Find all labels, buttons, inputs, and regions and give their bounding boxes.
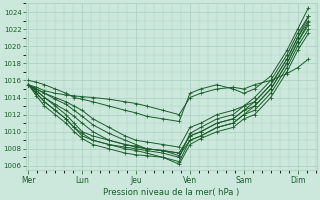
X-axis label: Pression niveau de la mer( hPa ): Pression niveau de la mer( hPa ) [103, 188, 239, 197]
